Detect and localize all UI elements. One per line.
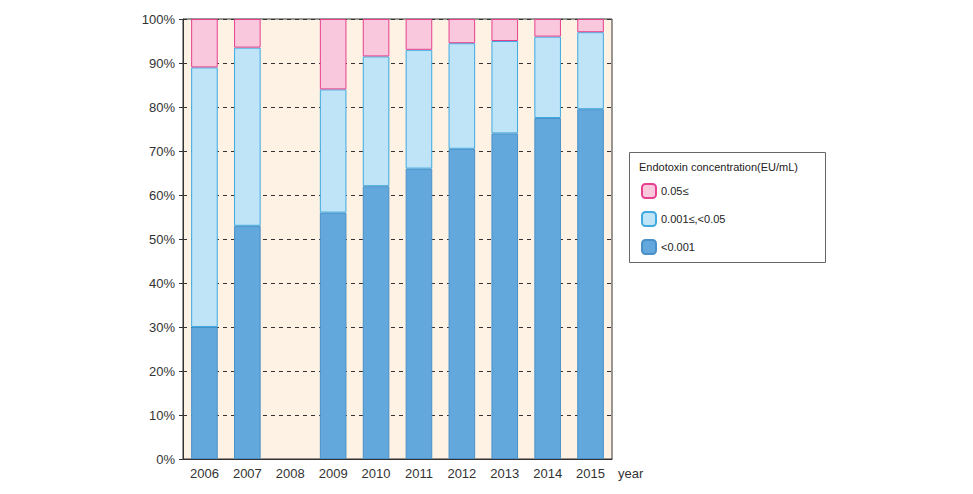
svg-text:100%: 100%	[142, 12, 176, 27]
svg-text:70%: 70%	[149, 144, 175, 159]
svg-text:2008: 2008	[276, 466, 305, 481]
svg-text:2014: 2014	[533, 466, 562, 481]
svg-text:2012: 2012	[447, 466, 476, 481]
svg-text:2015: 2015	[576, 466, 605, 481]
svg-text:year: year	[618, 466, 644, 481]
svg-text:2009: 2009	[319, 466, 348, 481]
svg-text:0.05≤: 0.05≤	[661, 185, 688, 197]
svg-text:2010: 2010	[362, 466, 391, 481]
svg-text:90%: 90%	[149, 56, 175, 71]
svg-text:80%: 80%	[149, 100, 175, 115]
svg-text:2013: 2013	[490, 466, 519, 481]
svg-text:10%: 10%	[149, 408, 175, 423]
svg-text:0%: 0%	[156, 452, 175, 467]
svg-text:Endotoxin concentration(EU/mL): Endotoxin concentration(EU/mL)	[639, 161, 798, 173]
svg-text:2011: 2011	[405, 466, 433, 481]
svg-text:50%: 50%	[149, 232, 175, 247]
svg-text:40%: 40%	[149, 276, 175, 291]
svg-text:2006: 2006	[190, 466, 219, 481]
svg-text:0.001≤,<0.05: 0.001≤,<0.05	[661, 213, 725, 225]
svg-text:20%: 20%	[149, 364, 175, 379]
svg-text:2007: 2007	[233, 466, 262, 481]
svg-text:60%: 60%	[149, 188, 175, 203]
svg-text:<0.001: <0.001	[661, 241, 695, 253]
svg-text:30%: 30%	[149, 320, 175, 335]
